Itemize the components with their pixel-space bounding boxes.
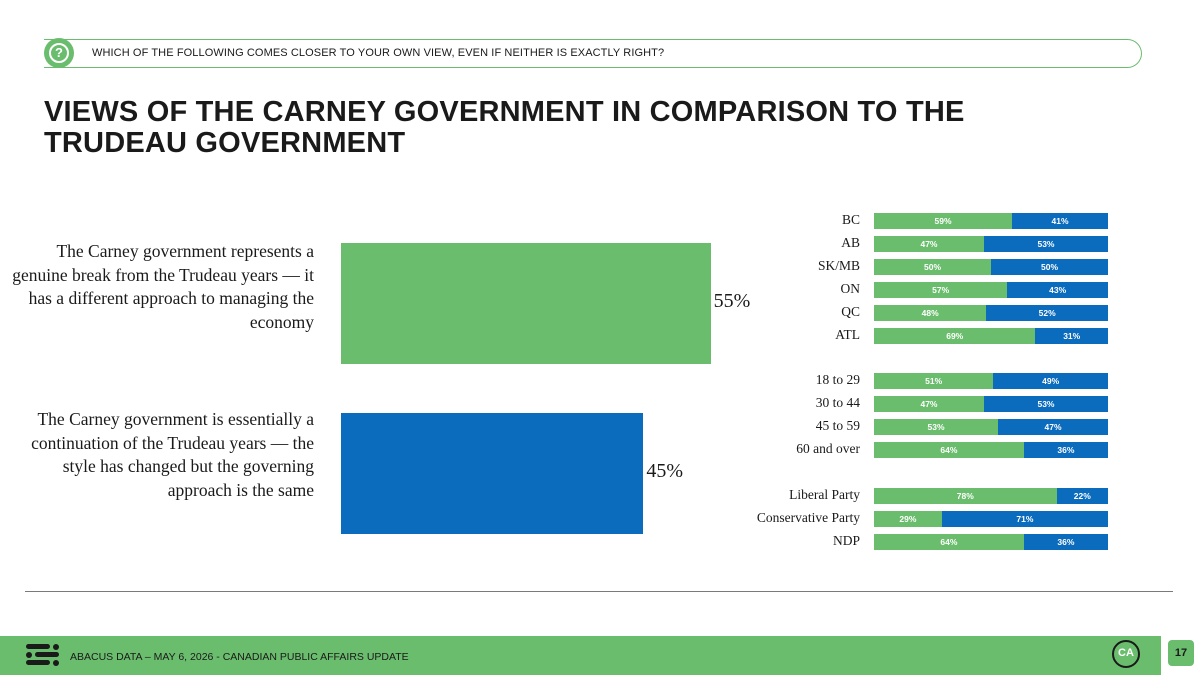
segment-label: 30 to 44 [815, 395, 860, 410]
segment-label: Liberal Party [789, 487, 860, 502]
segment-bar-part: 50% [991, 259, 1108, 275]
segment-label: ON [840, 281, 861, 296]
segment-label: AB [841, 235, 860, 250]
main-bar-value-label: 45% [646, 460, 684, 482]
segment-bar: 64% 36% [874, 442, 1108, 458]
segment-bar: 53% 47% [874, 419, 1108, 435]
footer-source: ABACUS DATA – MAY 6, 2026 - CANADIAN PUB… [70, 651, 409, 663]
segment-bar-part: 71% [941, 511, 1108, 527]
segment-bar-part: 53% [874, 419, 999, 435]
main-bar-label: The Carney government is essentially a c… [31, 409, 314, 500]
segment-bar-part: 78% [874, 488, 1057, 504]
divider [25, 591, 1173, 592]
segment-label: 18 to 29 [815, 372, 860, 387]
segment-bar: 64% 36% [874, 534, 1108, 550]
segment-bar-part: 47% [998, 419, 1108, 435]
main-bar-value-label: 55% [713, 290, 751, 312]
segment-label: BC [841, 212, 860, 227]
segment-bar: 47% 53% [874, 396, 1108, 412]
segment-label: 60 and over [796, 441, 860, 456]
segment-label: ATL [835, 327, 860, 342]
segment-bar: 78% 22% [874, 488, 1108, 504]
ca-logo: CA [1112, 640, 1140, 668]
segment-bar-part: 29% [874, 511, 942, 527]
footer-bar [0, 636, 1161, 675]
question-banner [44, 39, 1142, 68]
segment-bar-part: 51% [874, 373, 994, 389]
segment-bar: 69% 31% [874, 328, 1108, 344]
segment-bar: 47% 53% [874, 236, 1108, 252]
main-bar [341, 243, 711, 364]
segment-bar-part: 48% [874, 305, 987, 321]
segment-bar-part: 50% [874, 259, 991, 275]
segment-bar-part: 53% [983, 236, 1108, 252]
segment-bar-part: 47% [874, 236, 984, 252]
segment-bar-part: 64% [874, 442, 1024, 458]
segment-bar-part: 43% [1007, 282, 1108, 298]
segment-label: QC [841, 304, 860, 319]
segment-bar-part: 22% [1056, 488, 1108, 504]
main-bar [341, 413, 644, 534]
segment-bar: 48% 52% [874, 305, 1108, 321]
segment-label: Conservative Party [756, 510, 860, 525]
segment-bar: 51% 49% [874, 373, 1108, 389]
question-mark-icon: ? [44, 38, 74, 68]
segment-bar-part: 31% [1035, 328, 1108, 344]
segment-bar-part: 52% [986, 305, 1108, 321]
segment-bar-part: 59% [874, 213, 1013, 229]
segment-bar-part: 41% [1012, 213, 1108, 229]
survey-question: WHICH OF THE FOLLOWING COMES CLOSER TO Y… [92, 47, 665, 59]
segment-label: SK/MB [817, 258, 860, 273]
segment-bar-part: 36% [1023, 442, 1108, 458]
segment-bar-part: 53% [983, 396, 1108, 412]
segment-bar: 57% 43% [874, 282, 1108, 298]
main-bar-label: The Carney government represents a genui… [12, 241, 314, 332]
page-number: 17 [1168, 640, 1194, 666]
segment-bar-part: 69% [874, 328, 1036, 344]
segment-bar-part: 49% [993, 373, 1108, 389]
segment-bar: 50% 50% [874, 259, 1108, 275]
segment-bar: 59% 41% [874, 213, 1108, 229]
segment-label: 45 to 59 [815, 418, 860, 433]
segment-bar-part: 36% [1023, 534, 1108, 550]
segment-label: NDP [832, 533, 860, 548]
segment-bar-part: 64% [874, 534, 1024, 550]
segment-bar: 29% 71% [874, 511, 1108, 527]
segment-bar-part: 57% [874, 282, 1008, 298]
page-title: VIEWS OF THE CARNEY GOVERNMENT IN COMPAR… [44, 96, 965, 159]
segment-bar-part: 47% [874, 396, 984, 412]
